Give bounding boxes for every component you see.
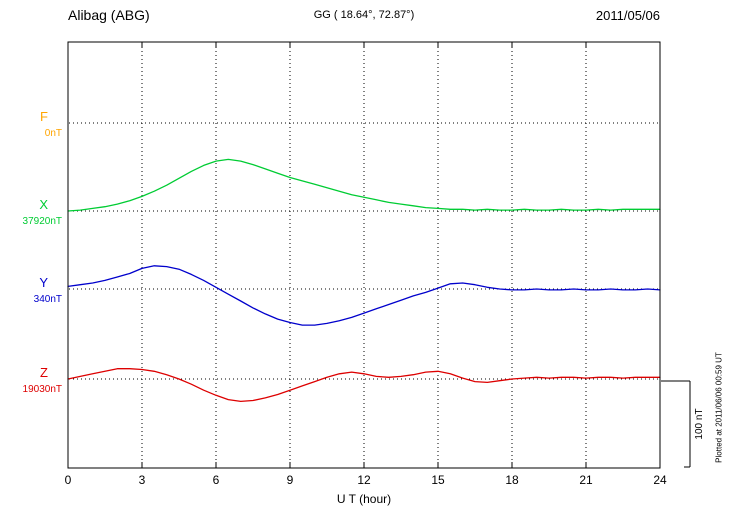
- x-tick-label: 18: [505, 473, 519, 487]
- series-label-x: X: [39, 197, 48, 212]
- x-tick-label: 24: [653, 473, 667, 487]
- series-baseline-z: 19030nT: [22, 384, 62, 395]
- series-label-y: Y: [39, 275, 48, 290]
- x-tick-label: 9: [286, 473, 294, 487]
- x-tick-label: 3: [138, 473, 146, 487]
- x-tick-label: 15: [431, 473, 445, 487]
- scale-bar-label: 100 nT: [694, 408, 705, 440]
- plotted-timestamp-note: Plotted at 2011/06/06 00:59 UT: [714, 352, 724, 463]
- series-baseline-x: 37920nT: [22, 216, 62, 227]
- series-baseline-f: 0nT: [44, 128, 62, 139]
- series-baseline-y: 340nT: [33, 294, 62, 305]
- x-axis-label: U T (hour): [336, 492, 392, 506]
- x-tick-label: 21: [579, 473, 593, 487]
- geographic-coords: GG ( 18.64°, 72.87°): [313, 9, 415, 21]
- series-label-z: Z: [40, 365, 48, 380]
- station-title: Alibag (ABG): [68, 7, 150, 23]
- series-label-f: F: [40, 109, 48, 124]
- x-tick-label: 6: [212, 473, 220, 487]
- date-label: 2011/05/06: [595, 8, 660, 23]
- x-tick-label: 12: [357, 473, 371, 487]
- x-tick-label: 0: [64, 473, 72, 487]
